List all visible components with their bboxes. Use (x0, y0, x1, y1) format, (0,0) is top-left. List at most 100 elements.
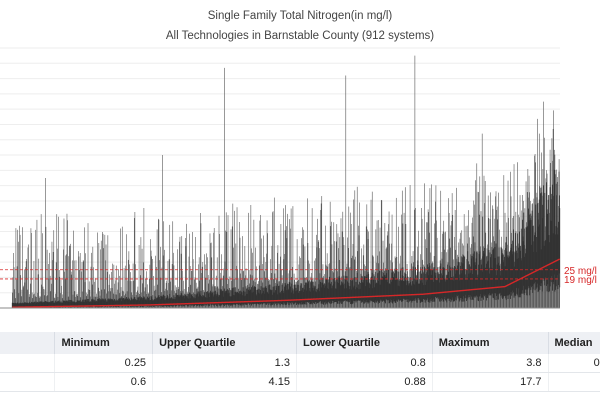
quartile-box (351, 280, 353, 305)
quartile-box (421, 273, 422, 302)
quartile-box (371, 276, 373, 301)
quartile-box (126, 298, 128, 307)
quartile-box (540, 249, 542, 284)
quartile-box (320, 287, 322, 304)
quartile-box (129, 300, 131, 307)
quartile-box (354, 276, 356, 302)
quartile-box (369, 284, 371, 301)
quartile-box (387, 282, 389, 300)
quartile-box (22, 302, 23, 308)
quartile-box (132, 299, 133, 307)
quartile-box (103, 299, 105, 307)
quartile-box (151, 299, 153, 306)
quartile-box (263, 287, 265, 304)
quartile-box (153, 300, 154, 307)
quartile-box (521, 260, 523, 294)
quartile-box (84, 299, 86, 307)
quartile-box (95, 300, 97, 307)
quartile-box (40, 301, 41, 308)
quartile-box (372, 279, 374, 303)
quartile-box (464, 269, 466, 299)
quartile-box (332, 278, 334, 301)
quartile-box (249, 290, 251, 306)
quartile-box (98, 298, 100, 308)
quartile-box (368, 273, 370, 303)
quartile-box (171, 298, 173, 307)
quartile-box (261, 294, 263, 303)
quartile-box (485, 263, 487, 301)
quartile-box (31, 302, 33, 308)
quartile-box (499, 265, 501, 294)
quartile-box (66, 300, 68, 307)
quartile-box (282, 291, 284, 305)
quartile-box (46, 301, 48, 308)
quartile-box (431, 263, 433, 299)
quartile-box (278, 285, 280, 305)
quartile-box (452, 276, 454, 302)
quartile-box (178, 296, 180, 306)
quartile-box (253, 291, 255, 305)
quartile-box (541, 218, 543, 292)
quartile-box (266, 291, 268, 304)
quartile-box (438, 274, 440, 298)
quartile-box (493, 248, 495, 298)
quartile-box (199, 293, 201, 306)
quartile-box (287, 290, 289, 303)
quartile-box (254, 286, 255, 304)
quartile-box (307, 283, 309, 303)
quartile-box (118, 298, 120, 307)
quartile-box (381, 269, 383, 302)
quartile-box (410, 284, 412, 301)
quartile-box (77, 300, 79, 308)
quartile-box (124, 299, 126, 307)
quartile-box (368, 287, 370, 301)
quartile-box (422, 271, 424, 299)
quartile-box (227, 293, 229, 305)
quartile-box (167, 296, 169, 307)
quartile-box (163, 295, 165, 306)
quartile-box (62, 302, 64, 308)
quartile-box (507, 255, 509, 300)
quartile-box (90, 301, 92, 308)
quartile-box (276, 287, 278, 306)
quartile-box (238, 291, 240, 304)
quartile-box (180, 295, 181, 306)
quartile-box (395, 269, 397, 303)
quartile-box (189, 293, 191, 305)
quartile-box (529, 214, 531, 296)
quartile-box (338, 282, 340, 301)
quartile-box (413, 278, 415, 300)
quartile-box (81, 301, 83, 308)
quartile-box (252, 287, 254, 305)
quartile-box (182, 295, 184, 307)
quartile-box (365, 286, 367, 303)
quartile-box (514, 252, 516, 296)
quartile-box (302, 287, 303, 305)
quartile-box (183, 295, 185, 306)
quartile-box (181, 296, 183, 306)
quartile-box (39, 301, 41, 308)
quartile-box (195, 298, 197, 305)
quartile-box (61, 302, 63, 308)
quartile-box (553, 195, 555, 285)
quartile-box (208, 297, 210, 307)
quartile-box (153, 299, 155, 307)
quartile-box (463, 255, 465, 302)
quartile-box (521, 219, 523, 291)
quartile-box (172, 298, 174, 307)
quartile-box (558, 221, 559, 286)
quartile-box (69, 301, 71, 308)
quartile-box (157, 298, 159, 306)
quartile-box (144, 297, 145, 307)
quartile-box (528, 220, 530, 288)
quartile-box (328, 282, 330, 302)
quartile-box (322, 277, 324, 304)
quartile-box (426, 272, 428, 300)
quartile-box (104, 300, 106, 307)
quartile-box (344, 288, 346, 301)
quartile-box (470, 258, 472, 297)
quartile-box (254, 287, 256, 304)
row-name: T (0, 354, 56, 373)
quartile-box (482, 251, 484, 300)
quartile-box (248, 286, 250, 304)
